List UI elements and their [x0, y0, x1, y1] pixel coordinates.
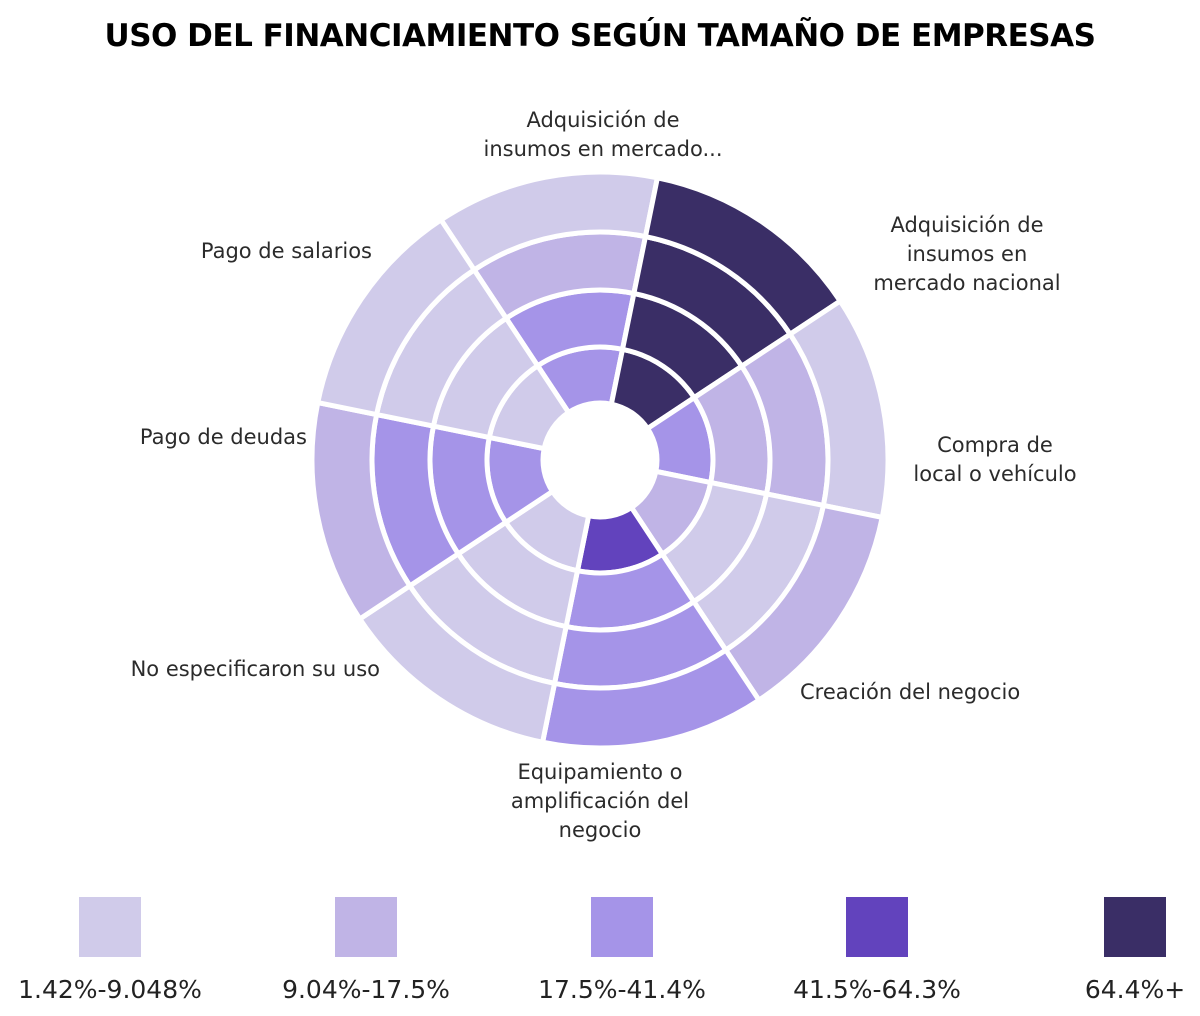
category-label-7-line-1: Pago de deudas [140, 425, 307, 449]
center-hole [545, 405, 655, 515]
category-label-5-line-2: amplificación del [511, 789, 689, 813]
category-label-8-line-1: Pago de salarios [201, 239, 372, 263]
category-label-5-line-3: negocio [559, 818, 642, 842]
category-label-1-line-1: Adquisición de [526, 108, 679, 132]
category-label-6-line-1: No especificaron su uso [131, 657, 380, 681]
category-label-8: Pago de salarios [201, 239, 372, 263]
category-label-4-line-1: Creación del negocio [800, 680, 1020, 704]
category-label-5: Equipamiento o amplificación del negocio [511, 760, 689, 842]
category-label-3: Compra de local o vehículo [913, 433, 1076, 486]
category-label-2-line-2: insumos en [907, 242, 1028, 266]
category-label-1: Adquisición de insumos en mercado... [483, 108, 722, 161]
cells-group [309, 169, 891, 751]
category-label-5-line-1: Equipamiento o [517, 760, 682, 784]
category-label-7: Pago de deudas [140, 425, 307, 449]
category-label-4: Creación del negocio [800, 680, 1020, 704]
category-label-3-line-1: Compra de [937, 433, 1053, 457]
category-label-6: No especificaron su uso [131, 657, 380, 681]
category-labels: Adquisición de insumos en mercado...Adqui… [131, 108, 1077, 842]
category-label-2: Adquisición de insumos en mercado nacional [873, 213, 1060, 295]
cell-8-ring-4 [314, 216, 478, 418]
category-label-1-line-2: insumos en mercado... [483, 137, 722, 161]
chart-title: USO DEL FINANCIAMIENTO SEGÚN TAMAÑO DE E… [104, 18, 1096, 54]
category-label-2-line-3: mercado nacional [873, 271, 1060, 295]
category-label-3-line-2: local o vehículo [913, 462, 1076, 486]
category-label-2-line-1: Adquisición de [890, 213, 1043, 237]
